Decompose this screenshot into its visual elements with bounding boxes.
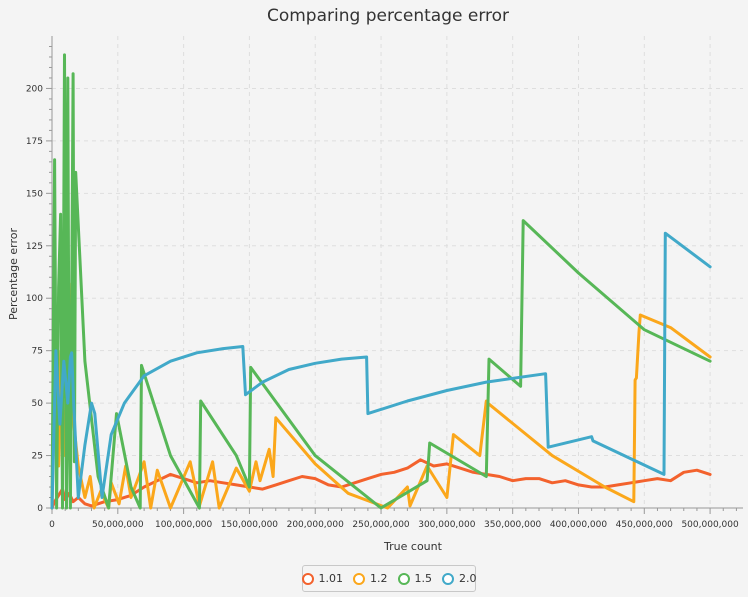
- x-tick-label: 400,000,000: [550, 520, 608, 530]
- legend-label: 1.01: [318, 572, 344, 585]
- series-line-1-5: [50, 53, 712, 510]
- y-tick-label: 150: [26, 189, 43, 199]
- x-tick-label: 500,000,000: [681, 520, 739, 530]
- legend-label: 2.0: [459, 572, 477, 585]
- x-tick-label: 350,000,000: [484, 520, 542, 530]
- y-tick-label: 100: [26, 294, 43, 304]
- legend: 1.01 1.2 1.5 2.0: [301, 565, 477, 592]
- series-lines: [50, 53, 712, 510]
- y-tick-label: 125: [26, 242, 43, 252]
- legend-item: 1.2: [353, 572, 388, 585]
- y-axis-label: Percentage error: [7, 228, 20, 320]
- x-tick-label: 450,000,000: [616, 520, 674, 530]
- legend-item: 1.01: [301, 572, 344, 585]
- y-tick-label: 175: [26, 137, 43, 147]
- x-tick-label: 250,000,000: [352, 520, 410, 530]
- y-tick-label: 50: [32, 399, 44, 409]
- legend-label: 1.2: [370, 572, 388, 585]
- x-tick-label: 200,000,000: [287, 520, 345, 530]
- y-tick-label: 200: [26, 84, 43, 94]
- series-line-2-0: [50, 231, 712, 510]
- x-tick-label: 100,000,000: [155, 520, 213, 530]
- y-tick-label: 25: [32, 452, 43, 462]
- x-tick-label: 0: [49, 520, 55, 530]
- x-axis-label: True count: [383, 540, 443, 553]
- chart-title: Comparing percentage error: [267, 6, 509, 26]
- x-tick-label: 50,000,000: [92, 520, 144, 530]
- legend-item: 1.5: [397, 572, 433, 585]
- y-tick-label: 0: [37, 504, 43, 514]
- legend-item: 2.0: [442, 572, 477, 585]
- legend-label: 1.5: [414, 572, 433, 585]
- legend-swatch: [353, 572, 365, 585]
- x-tick-label: 300,000,000: [418, 520, 476, 530]
- legend-swatch: [301, 572, 314, 585]
- x-tick-label: 150,000,000: [221, 520, 279, 530]
- y-tick-label: 75: [32, 347, 43, 357]
- legend-swatch: [442, 572, 454, 585]
- legend-swatch: [397, 572, 410, 585]
- gridlines: [52, 36, 743, 508]
